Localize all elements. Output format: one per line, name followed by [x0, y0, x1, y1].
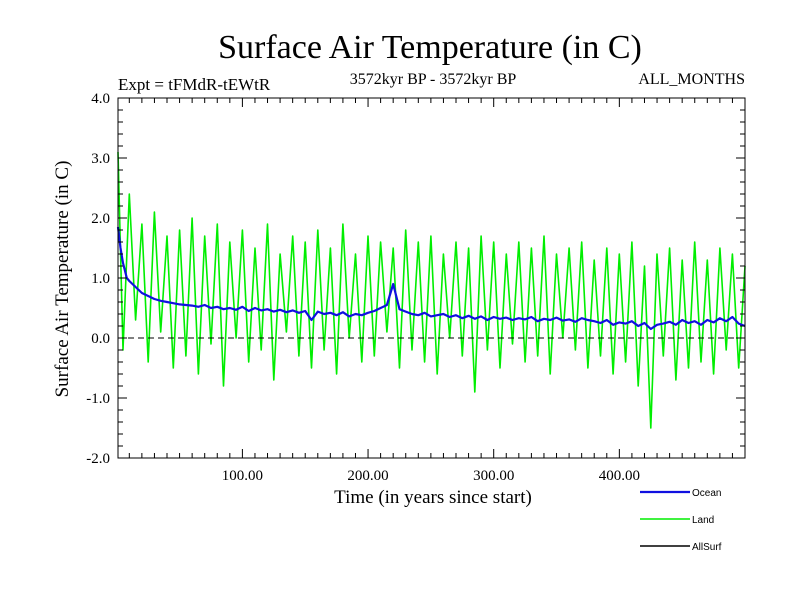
y-tick-label: 0.0 — [91, 331, 110, 347]
y-axis-label: Surface Air Temperature (in C) — [52, 161, 73, 398]
chart-title: Surface Air Temperature (in C) — [218, 29, 642, 66]
legend-label-allsurf: AllSurf — [692, 542, 722, 553]
y-tick-label: -2.0 — [86, 451, 110, 467]
legend-label-ocean: Ocean — [692, 488, 721, 499]
y-tick-label: 3.0 — [91, 151, 110, 167]
x-tick-label: 100.00 — [222, 468, 263, 484]
legend-label-land: Land — [692, 515, 714, 526]
subtitle-right: ALL_MONTHS — [638, 71, 745, 88]
subtitle-left: Expt = tFMdR-tEWtR — [118, 75, 271, 94]
x-tick-label: 400.00 — [599, 468, 640, 484]
series-line-ocean — [116, 226, 746, 331]
y-tick-label: -1.0 — [86, 391, 110, 407]
plot-area: 100.00 200.00 300.00 400.00 -2.0 -1.0 0.0 1.0 2.… — [86, 91, 746, 484]
y-tick-label: 1.0 — [91, 271, 110, 287]
series-line-land — [117, 151, 746, 429]
subtitle-center: 3572kyr BP - 3572kyr BP — [350, 71, 517, 88]
x-tick-label: 300.00 — [473, 468, 514, 484]
x-axis-label: Time (in years since start) — [334, 487, 532, 508]
x-tick-label: 200.00 — [347, 468, 388, 484]
y-tick-label: 4.0 — [91, 91, 110, 107]
legend: Ocean Land AllSurf — [640, 488, 722, 553]
y-tick-label: 2.0 — [91, 211, 110, 227]
